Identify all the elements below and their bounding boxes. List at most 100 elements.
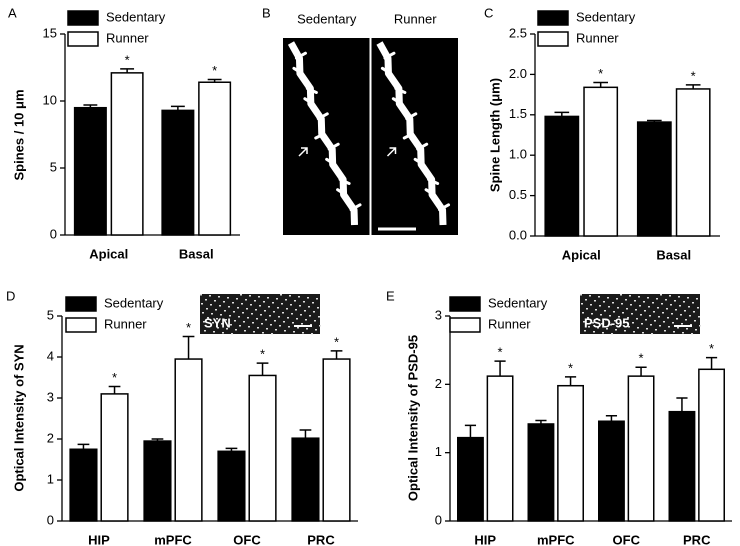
inset-speckle xyxy=(221,323,223,325)
bar xyxy=(486,375,514,522)
legend-swatch xyxy=(537,31,569,47)
inset-speckle xyxy=(646,328,648,330)
inset-speckle xyxy=(283,321,285,323)
inset-speckle xyxy=(654,320,656,322)
inset-speckle xyxy=(294,300,296,302)
y-tick-label: 3 xyxy=(435,307,442,322)
inset-speckle xyxy=(224,310,226,312)
spine xyxy=(424,188,436,197)
inset-speckle xyxy=(617,307,619,309)
inset-speckle xyxy=(311,333,313,335)
inset-speckle xyxy=(228,306,230,308)
inset-speckle xyxy=(611,333,613,335)
inset-speckle xyxy=(691,333,693,335)
inset-speckle xyxy=(656,298,658,300)
bar xyxy=(527,423,555,522)
y-tick-label: 0.0 xyxy=(509,227,527,242)
significance-mark: * xyxy=(112,370,117,385)
y-tick-label: 0 xyxy=(435,512,442,527)
inset-speckle xyxy=(676,318,678,320)
bar xyxy=(457,436,484,522)
bar xyxy=(583,86,619,237)
y-tick-label: 15 xyxy=(43,25,57,40)
x-tick-label: PRC xyxy=(683,532,711,546)
inset-speckle xyxy=(280,294,282,296)
inset-speckle xyxy=(282,312,284,314)
inset-speckle xyxy=(641,323,643,325)
error-bar xyxy=(705,356,718,370)
inset-speckle xyxy=(261,323,263,325)
y-tick-label: 10 xyxy=(43,92,57,107)
inset-speckle xyxy=(277,307,279,309)
inset-speckle xyxy=(632,322,634,324)
y-tick-label: 4 xyxy=(47,348,54,363)
inset-speckle xyxy=(316,298,318,300)
inset-speckle xyxy=(695,329,697,331)
inset-speckle xyxy=(222,332,224,334)
inset-speckle xyxy=(625,299,627,301)
inset-speckle xyxy=(587,317,589,319)
inset-speckle xyxy=(209,295,211,297)
legend-label: Runner xyxy=(104,316,147,331)
inset-speckle xyxy=(634,300,636,302)
spine xyxy=(336,188,348,197)
inset-speckle xyxy=(217,327,219,329)
inset-speckle xyxy=(272,302,274,304)
inset-speckle xyxy=(259,305,261,307)
spine xyxy=(383,51,396,60)
inset-speckle xyxy=(255,309,257,311)
inset-speckle xyxy=(269,315,271,317)
inset-speckle xyxy=(683,301,685,303)
inset-speckle xyxy=(601,323,603,325)
bar xyxy=(100,393,129,522)
spine xyxy=(427,178,440,185)
x-tick-label: Apical xyxy=(89,246,128,261)
y-tick-label: 2 xyxy=(435,376,442,391)
inset-speckle xyxy=(650,324,652,326)
spine xyxy=(391,97,403,106)
inset-speckle xyxy=(686,328,688,330)
bar xyxy=(544,115,580,237)
inset-speckle xyxy=(264,310,266,312)
inset-speckle xyxy=(230,324,232,326)
inset-speckle xyxy=(289,295,291,297)
inset-speckle xyxy=(260,314,262,316)
inset-speckle xyxy=(585,299,587,301)
panel-letter: A xyxy=(8,5,17,20)
spine xyxy=(327,142,340,151)
bar xyxy=(69,448,98,522)
panel-letter: E xyxy=(386,288,395,303)
spine xyxy=(316,112,329,121)
y-tick-label: 5 xyxy=(47,307,54,322)
inset-speckle xyxy=(210,304,212,306)
inset-speckle xyxy=(635,309,637,311)
inset-speckle xyxy=(235,329,237,331)
inset-speckle xyxy=(630,304,632,306)
legend-swatch xyxy=(449,317,481,333)
inset-speckle xyxy=(595,309,597,311)
inset-speckle xyxy=(252,322,254,324)
arrow xyxy=(386,147,397,157)
inset-speckle xyxy=(245,299,247,301)
inset-speckle xyxy=(609,315,611,317)
inset-speckle xyxy=(589,295,591,297)
spine xyxy=(303,97,315,106)
error-bar xyxy=(77,443,90,450)
x-tick-label: Apical xyxy=(562,247,601,262)
inset-speckle xyxy=(214,300,216,302)
inset-speckle xyxy=(682,332,684,334)
inset-speckle xyxy=(302,332,304,334)
significance-mark: * xyxy=(568,360,573,375)
inset-speckle xyxy=(594,300,596,302)
inset-speckle xyxy=(202,312,204,314)
inset-speckle xyxy=(606,328,608,330)
inset-speckle xyxy=(254,300,256,302)
inset-speckle xyxy=(314,320,316,322)
inset-speckle xyxy=(250,304,252,306)
inset-speckle xyxy=(651,333,653,335)
y-tick-label: 3 xyxy=(47,389,54,404)
inset-speckle xyxy=(636,318,638,320)
significance-mark: * xyxy=(691,68,696,83)
bar xyxy=(217,450,246,522)
